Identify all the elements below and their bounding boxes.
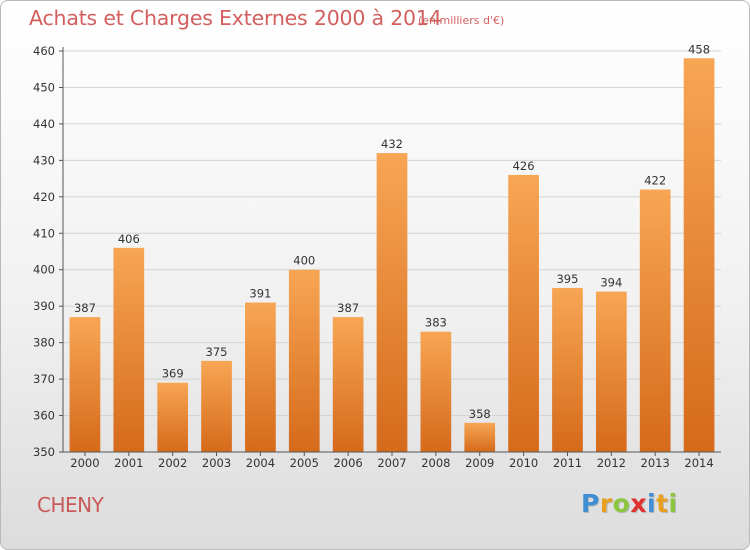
- x-tick-label: 2011: [553, 456, 582, 470]
- chart-title: Achats et Charges Externes 2000 à 2014: [29, 6, 442, 30]
- data-label: 394: [600, 276, 622, 290]
- y-tick-label: 370: [33, 372, 55, 386]
- x-tick-label: 2004: [246, 456, 275, 470]
- bar: [113, 247, 145, 452]
- y-tick-label: 410: [33, 226, 55, 240]
- x-tick-label: 2007: [377, 456, 406, 470]
- bar: [157, 382, 189, 452]
- bar: [288, 269, 320, 452]
- x-tick-label: 2012: [597, 456, 626, 470]
- logo-letter: r: [599, 489, 613, 518]
- x-tick-label: 2002: [158, 456, 187, 470]
- y-tick-label: 350: [33, 445, 55, 459]
- bar: [69, 317, 101, 452]
- bars: [69, 58, 715, 453]
- y-tick-label: 380: [33, 336, 55, 350]
- data-label: 369: [162, 367, 184, 381]
- x-tick-label: 2010: [509, 456, 538, 470]
- y-tick-label: 360: [33, 409, 55, 423]
- bar: [639, 189, 671, 452]
- x-tick-label: 2008: [421, 456, 450, 470]
- bar: [420, 331, 452, 452]
- y-tick-label: 420: [33, 190, 55, 204]
- logo-letter: i: [647, 489, 657, 518]
- data-label: 387: [337, 301, 359, 315]
- y-tick-label: 390: [33, 299, 55, 313]
- axes: 350 360 370 380 390 400 410 420 430 440 450 460 2000…: [33, 44, 721, 470]
- data-label: 391: [249, 287, 271, 301]
- data-label: 426: [513, 159, 535, 173]
- data-label: 400: [293, 254, 315, 268]
- data-label: 458: [688, 42, 710, 56]
- logo-letter: P: [581, 489, 600, 518]
- logo-letter: i: [668, 489, 678, 518]
- x-tick-label: 2005: [290, 456, 319, 470]
- data-label: 395: [556, 272, 578, 286]
- bar: [508, 174, 539, 453]
- x-tick-label: 2003: [202, 456, 231, 470]
- y-tick-label: 400: [33, 263, 55, 277]
- bar: [201, 360, 232, 452]
- x-tick-label: 2001: [114, 456, 143, 470]
- location-name: CHENY: [37, 493, 104, 517]
- bar: [376, 153, 408, 452]
- bar: [552, 287, 583, 452]
- x-tick-label: 2009: [465, 456, 494, 470]
- logo-letter: x: [630, 489, 647, 518]
- bar: [332, 317, 364, 452]
- data-label: 375: [206, 345, 228, 359]
- x-tick-label: 2013: [641, 456, 670, 470]
- data-labels: 387 406 369 375 391 400 387 432 383 358 426 395 394 4…: [74, 42, 710, 421]
- data-label: 358: [469, 407, 491, 421]
- y-tick-label: 430: [33, 153, 55, 167]
- x-tick-label: 2000: [70, 456, 99, 470]
- y-tick-label: 440: [33, 117, 55, 131]
- data-label: 387: [74, 301, 96, 315]
- y-tick-label: 460: [33, 44, 55, 58]
- data-label: 383: [425, 316, 447, 330]
- bar: [683, 58, 715, 453]
- logo-letter: o: [612, 489, 631, 518]
- x-tick-label: 2006: [333, 456, 362, 470]
- data-label: 422: [644, 174, 666, 188]
- data-label: 432: [381, 137, 403, 151]
- bar: [595, 291, 627, 452]
- data-label: 406: [118, 232, 140, 246]
- bar: [245, 302, 276, 452]
- chart-subtitle: (en milliers d'€): [418, 14, 505, 27]
- y-tick-label: 450: [33, 80, 55, 94]
- proxiti-logo: Proxiti: [581, 489, 678, 518]
- logo-letter: t: [656, 489, 669, 518]
- bar: [464, 422, 496, 452]
- x-tick-label: 2014: [684, 456, 713, 470]
